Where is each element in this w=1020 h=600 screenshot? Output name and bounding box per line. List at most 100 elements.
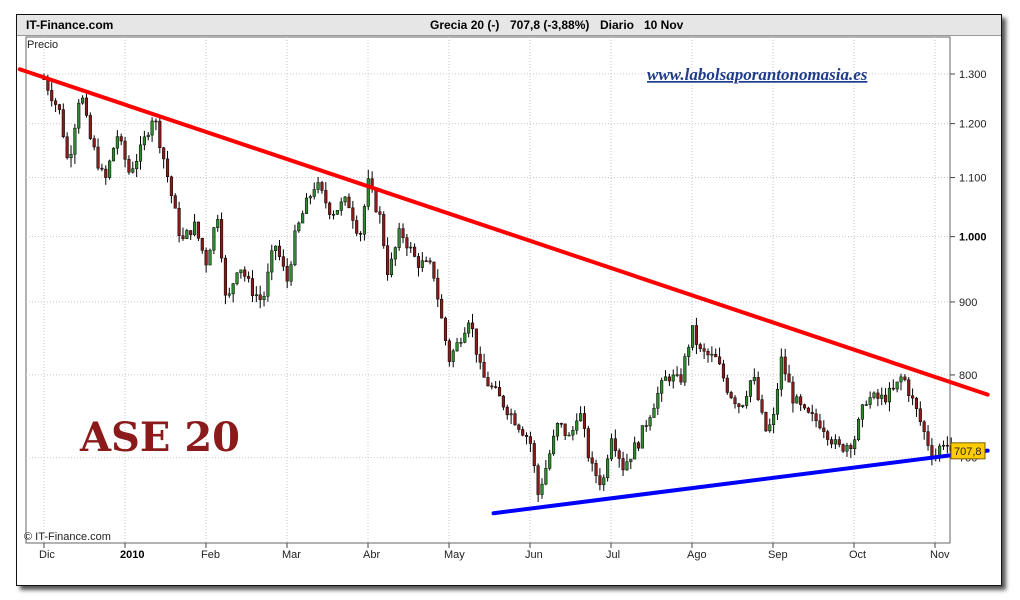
chart-date: 10 Nov — [644, 18, 684, 32]
candle — [926, 425, 930, 451]
candle — [698, 342, 702, 352]
candle — [289, 261, 293, 286]
candle — [420, 252, 424, 272]
candle — [656, 386, 660, 416]
candle — [455, 337, 459, 352]
candle — [335, 210, 339, 215]
candle — [497, 380, 502, 397]
candle — [621, 451, 625, 477]
candle — [432, 261, 436, 282]
candle — [891, 379, 895, 391]
candle — [548, 449, 552, 471]
candle — [494, 380, 498, 389]
candle — [212, 226, 216, 255]
candle — [92, 135, 96, 151]
candle — [679, 368, 683, 385]
candle — [470, 313, 475, 338]
candle — [227, 287, 231, 298]
candle — [262, 291, 266, 307]
candle — [567, 432, 571, 437]
candle — [571, 426, 575, 441]
candle — [783, 348, 787, 381]
candle — [239, 269, 243, 279]
x-tick-label: Jun — [525, 549, 543, 561]
price-chart: 1.3001.2001.1001.000900800700Dic2010FebM… — [17, 36, 990, 561]
y-tick-label: 1.100 — [959, 173, 987, 185]
candle — [482, 353, 486, 378]
candle — [787, 364, 791, 383]
candle — [312, 182, 316, 200]
candle — [899, 373, 903, 391]
candle — [714, 348, 718, 358]
candle — [339, 197, 343, 216]
candle — [795, 394, 799, 404]
x-tick-label: Nov — [930, 549, 950, 561]
candle — [270, 244, 274, 281]
candle — [691, 325, 695, 351]
candle — [185, 228, 189, 240]
candle — [247, 271, 251, 283]
resistance-trendline — [17, 67, 990, 397]
candle — [521, 426, 525, 437]
axes: 1.3001.2001.1001.000900800700Dic2010FebM… — [39, 69, 987, 561]
candle — [575, 413, 579, 435]
candle — [617, 448, 621, 468]
candle — [173, 193, 177, 209]
candle — [277, 239, 282, 261]
candle — [505, 404, 509, 420]
candle — [590, 451, 594, 472]
candle — [177, 201, 181, 243]
candle — [509, 408, 513, 424]
candle — [914, 396, 919, 417]
candle — [810, 404, 814, 422]
candle — [694, 317, 698, 355]
candle — [274, 245, 278, 261]
candle — [872, 391, 876, 400]
candle — [84, 93, 89, 118]
candle — [382, 211, 386, 249]
candle — [918, 401, 922, 426]
brand-name: IT-Finance.com — [26, 18, 114, 32]
candle — [386, 237, 390, 281]
candle — [154, 118, 158, 131]
candle — [250, 270, 255, 303]
x-tick-label: Oct — [849, 549, 866, 561]
candle — [837, 436, 841, 448]
x-tick-label: Abr — [363, 549, 380, 561]
candle — [301, 210, 305, 224]
candle — [586, 425, 590, 462]
candle — [609, 433, 614, 462]
candle — [189, 230, 193, 241]
copyright-text: © IT-Finance.com — [24, 531, 111, 543]
candle — [490, 382, 494, 390]
candle — [737, 402, 741, 414]
candle — [409, 242, 413, 254]
candle — [320, 180, 324, 194]
candle — [281, 249, 285, 272]
candle — [729, 390, 733, 400]
candle — [88, 112, 92, 141]
candle — [165, 150, 170, 183]
chart-annotation: ASE 20 — [79, 414, 240, 461]
candle — [231, 282, 235, 303]
candle — [111, 147, 116, 162]
candle — [845, 442, 849, 457]
watermark-url: www.labolsaporantonomasia.es — [647, 65, 868, 84]
candle — [706, 348, 710, 363]
candle — [544, 460, 548, 486]
candle — [57, 103, 61, 115]
chart-header: IT-Finance.com Grecia 20 (-) 707,8 (-3,8… — [17, 15, 1001, 36]
candle — [397, 222, 401, 251]
candle — [200, 237, 204, 254]
candle — [540, 478, 544, 499]
candle — [636, 441, 641, 452]
candle — [436, 269, 440, 308]
candle — [555, 422, 559, 441]
x-tick-label: Feb — [201, 549, 220, 561]
candle — [721, 359, 725, 382]
candle — [405, 234, 409, 257]
instrument-symbol: Grecia 20 (-) — [430, 18, 500, 32]
candle — [768, 418, 772, 433]
candle — [366, 169, 370, 211]
candle — [671, 369, 675, 389]
